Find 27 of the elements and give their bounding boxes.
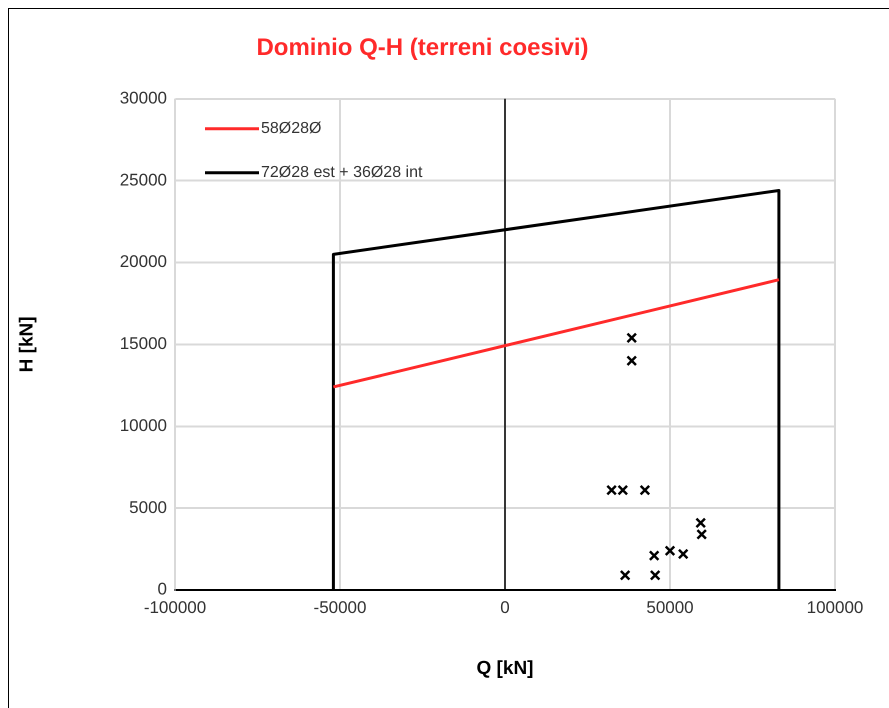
point [678, 548, 689, 560]
point [626, 355, 638, 366]
y-axis-title: H [kN] [16, 316, 38, 372]
x-tick-label: 100000 [806, 598, 864, 617]
point [617, 484, 628, 496]
point [664, 545, 676, 556]
chart-title: Dominio Q-H (terreni coesivi) [256, 34, 589, 62]
y-tick-label: 25000 [120, 170, 167, 190]
y-tick-label: 30000 [120, 88, 167, 108]
x-tick-label: 0 [500, 598, 510, 617]
point [626, 332, 638, 344]
y-tick-label: 15000 [120, 334, 167, 354]
x-tick-label: -100000 [144, 598, 206, 617]
y-tick-label: 0 [158, 580, 167, 599]
y-tick-label: 20000 [120, 252, 167, 272]
point [620, 570, 631, 581]
legend-label: 72Ø28 est + 36Ø28 int [261, 164, 423, 182]
y-tick-label: 5000 [129, 498, 167, 517]
x-axis-title: Q [kN] [476, 658, 534, 679]
x-tick-label: -50000 [314, 598, 366, 617]
point [650, 570, 661, 581]
point [606, 484, 618, 496]
point [648, 550, 660, 562]
legend-label: 58Ø28Ø [261, 120, 322, 138]
point [639, 484, 650, 496]
y-tick-label: 10000 [120, 416, 167, 435]
x-tick-label: 50000 [646, 598, 694, 617]
